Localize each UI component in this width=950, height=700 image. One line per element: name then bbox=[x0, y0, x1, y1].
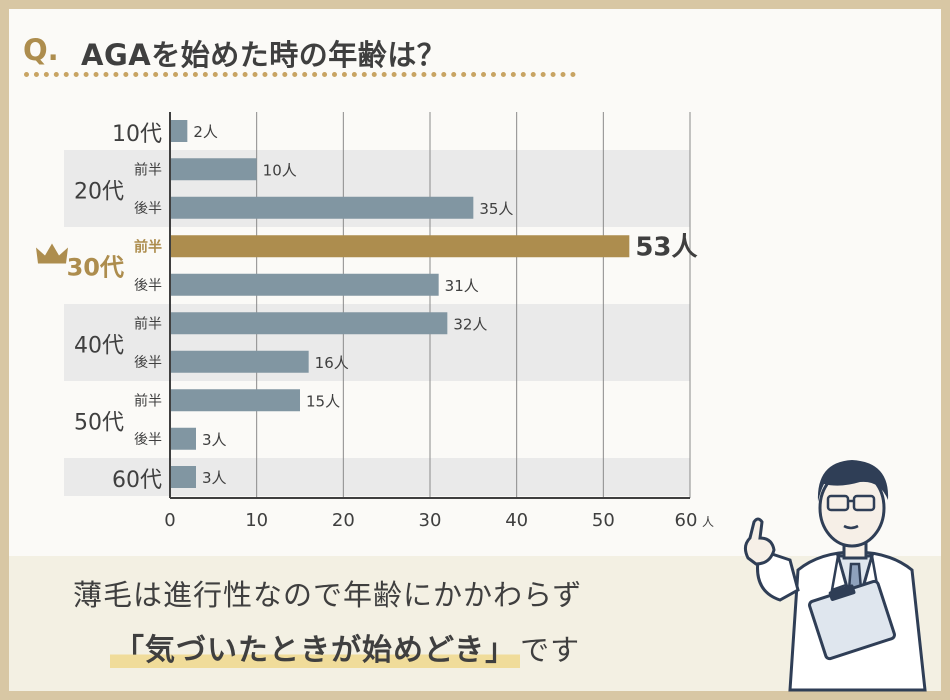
data-label: 3人 bbox=[202, 431, 227, 449]
group-label: 60代 bbox=[112, 468, 162, 493]
sub-label: 後半 bbox=[134, 201, 162, 217]
group-label: 40代 bbox=[74, 334, 124, 359]
sub-label: 前半 bbox=[134, 161, 162, 178]
message-line-2: 「気づいたときが始めどき」 です bbox=[110, 625, 580, 669]
data-label: 53人 bbox=[635, 232, 697, 262]
sub-label: 前半 bbox=[134, 315, 162, 332]
group-label: 20代 bbox=[74, 180, 124, 205]
data-bar bbox=[170, 120, 188, 142]
sub-label: 前半 bbox=[134, 392, 162, 409]
x-tick-label: 40 bbox=[505, 510, 528, 531]
data-bar bbox=[170, 427, 196, 450]
crown-icon bbox=[36, 243, 68, 264]
data-label: 31人 bbox=[445, 277, 479, 295]
x-axis-unit: 人 bbox=[702, 515, 714, 529]
x-tick-label: 60 bbox=[675, 510, 698, 531]
x-tick-label: 10 bbox=[245, 510, 268, 531]
group-label: 10代 bbox=[112, 122, 162, 147]
data-label: 10人 bbox=[263, 161, 297, 179]
data-bar bbox=[170, 196, 474, 219]
sub-label: 前半 bbox=[134, 238, 162, 255]
message-tail: です bbox=[520, 633, 581, 667]
page-title: AGAを始めた時の年齢は？ bbox=[81, 38, 447, 72]
data-label: 16人 bbox=[315, 354, 349, 372]
data-bar bbox=[170, 312, 448, 335]
title-underline bbox=[24, 72, 576, 77]
data-label: 3人 bbox=[202, 469, 227, 487]
data-bar bbox=[170, 350, 309, 373]
x-tick-label: 30 bbox=[419, 510, 442, 531]
data-bar bbox=[170, 466, 196, 488]
q-label: Q. bbox=[23, 33, 59, 67]
group-label: 50代 bbox=[74, 411, 124, 436]
data-bar bbox=[170, 158, 257, 181]
data-label: 2人 bbox=[193, 123, 218, 141]
data-label: 15人 bbox=[306, 392, 340, 410]
data-label: 35人 bbox=[479, 200, 513, 218]
group-label: 30代 bbox=[67, 254, 124, 282]
sub-label: 後半 bbox=[134, 355, 162, 371]
x-tick-label: 20 bbox=[332, 510, 355, 531]
group-band bbox=[64, 458, 690, 496]
message-line-1: 薄毛は進行性なので年齢にかかわらず bbox=[73, 578, 583, 612]
data-bar bbox=[170, 235, 630, 258]
doctor-illustration bbox=[743, 460, 927, 692]
message-highlight: 「気づいたときが始めどき」 bbox=[110, 633, 521, 668]
sub-label: 後半 bbox=[134, 432, 162, 448]
x-tick-label: 0 bbox=[164, 510, 175, 531]
sub-label: 後半 bbox=[134, 278, 162, 294]
data-bar bbox=[170, 273, 439, 296]
data-bar bbox=[170, 389, 300, 412]
x-tick-label: 50 bbox=[592, 510, 615, 531]
data-label: 32人 bbox=[453, 315, 487, 333]
